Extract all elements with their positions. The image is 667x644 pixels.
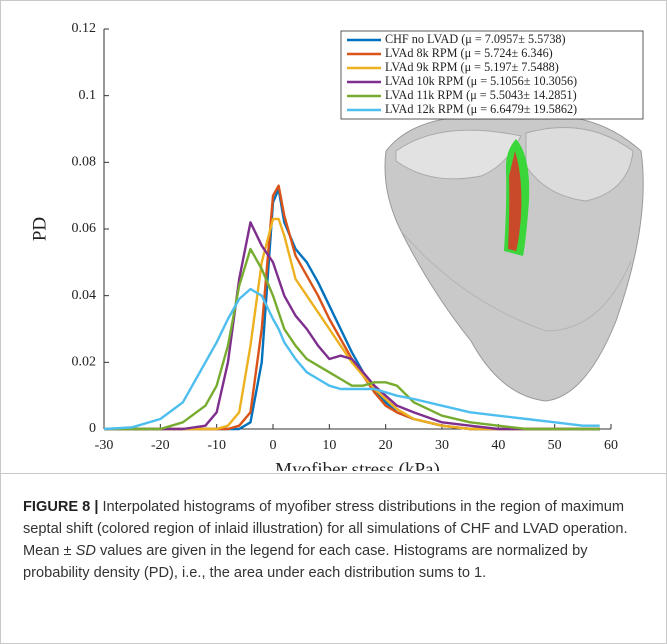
y-tick-label: 0.1 [79,88,97,103]
legend-label: LVAd 11k RPM (μ = 5.5043± 14.2851) [385,88,577,102]
x-tick-label: 50 [548,438,562,453]
y-tick-label: 0.12 [72,21,97,36]
caption-text: values are given in the legend for each … [23,543,588,581]
caption-text: Interpolated histograms of myofiber stre… [23,499,628,559]
y-tick-label: 0.06 [72,221,97,236]
x-tick-label: 40 [491,438,505,453]
x-tick-label: 20 [379,438,393,453]
x-tick-label: -10 [207,438,226,453]
y-tick-label: 0.02 [72,355,97,370]
y-tick-label: 0 [89,421,96,436]
legend-box [340,30,644,120]
x-tick-label: -30 [95,438,114,453]
legend-label: CHF no LVAD (μ = 7.0957± 5.5738) [385,32,566,46]
caption-emphasis: SD [75,543,96,559]
heart-illustration [384,115,644,402]
series-line [104,247,600,431]
series-line [103,287,600,431]
x-tick-label: 10 [322,438,336,453]
x-tick-label: 0 [270,438,277,453]
x-tick-label: -20 [151,438,170,453]
y-axis-label: PD [29,217,50,241]
caption-label: FIGURE 8 | [23,499,99,515]
legend-label: LVAd 8k RPM (μ = 5.724± 6.346) [385,46,553,60]
chart: 0 0.02 0.04 0.06 0.08 0.1 0.12 -30 -20 -10 0 10 20 30… [29,21,644,480]
legend-label: LVAd 12k RPM (μ = 6.6479± 19.5862) [385,102,577,116]
y-tick-label: 0.08 [72,155,97,170]
caption: FIGURE 8 | Interpolated histograms of my… [1,473,666,643]
legend-label: LVAd 9k RPM (μ = 5.197± 7.5488) [385,60,559,74]
x-tick-label: 60 [604,438,618,453]
y-tick-label: 0.04 [72,288,97,303]
legend-label: LVAd 10k RPM (μ = 5.1056± 10.3056) [385,74,577,88]
series-line [104,217,600,431]
x-axis-label: Myofiber stress (kPa) [275,459,440,471]
series-line [104,221,600,431]
x-tick-label: 30 [435,438,449,453]
